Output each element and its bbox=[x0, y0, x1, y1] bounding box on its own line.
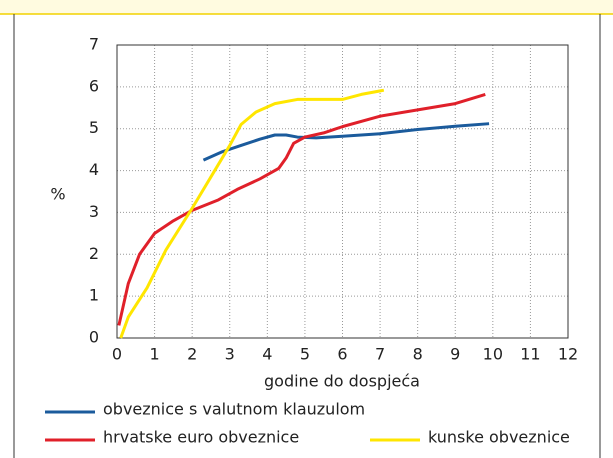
x-tick-label: 0 bbox=[112, 345, 122, 364]
x-tick-label: 5 bbox=[300, 345, 310, 364]
plot-frame bbox=[116, 44, 569, 339]
y-tick-label: 7 bbox=[89, 35, 99, 54]
series-line bbox=[117, 92, 486, 326]
legend-label: obveznice s valutnom klauzulom bbox=[103, 400, 365, 419]
y-axis-label: % bbox=[50, 185, 65, 204]
top-strip bbox=[0, 0, 613, 14]
x-tick-label: 3 bbox=[225, 345, 235, 364]
x-tick-label: 9 bbox=[450, 345, 460, 364]
y-tick-label: 2 bbox=[89, 244, 99, 263]
x-tick-label: 4 bbox=[262, 345, 272, 364]
legend-label: kunske obveznice bbox=[428, 428, 570, 447]
legend-label: hrvatske euro obveznice bbox=[103, 428, 299, 447]
y-tick-label: 4 bbox=[89, 160, 99, 179]
y-tick-label: 0 bbox=[89, 328, 99, 347]
y-tick-label: 1 bbox=[89, 286, 99, 305]
y-tick-label: 6 bbox=[89, 76, 99, 95]
series-line bbox=[202, 122, 490, 162]
x-tick-label: 2 bbox=[187, 345, 197, 364]
x-tick-label: 10 bbox=[483, 345, 503, 364]
x-tick-label: 11 bbox=[520, 345, 540, 364]
y-tick-label: 5 bbox=[89, 118, 99, 137]
x-tick-label: 8 bbox=[413, 345, 423, 364]
y-tick-label: 3 bbox=[89, 202, 99, 221]
x-tick-label: 7 bbox=[375, 345, 385, 364]
x-tick-label: 1 bbox=[149, 345, 159, 364]
x-axis-label: godine do dospjeća bbox=[264, 372, 420, 391]
series-line bbox=[119, 88, 385, 339]
x-tick-label: 6 bbox=[337, 345, 347, 364]
x-tick-label: 12 bbox=[558, 345, 578, 364]
